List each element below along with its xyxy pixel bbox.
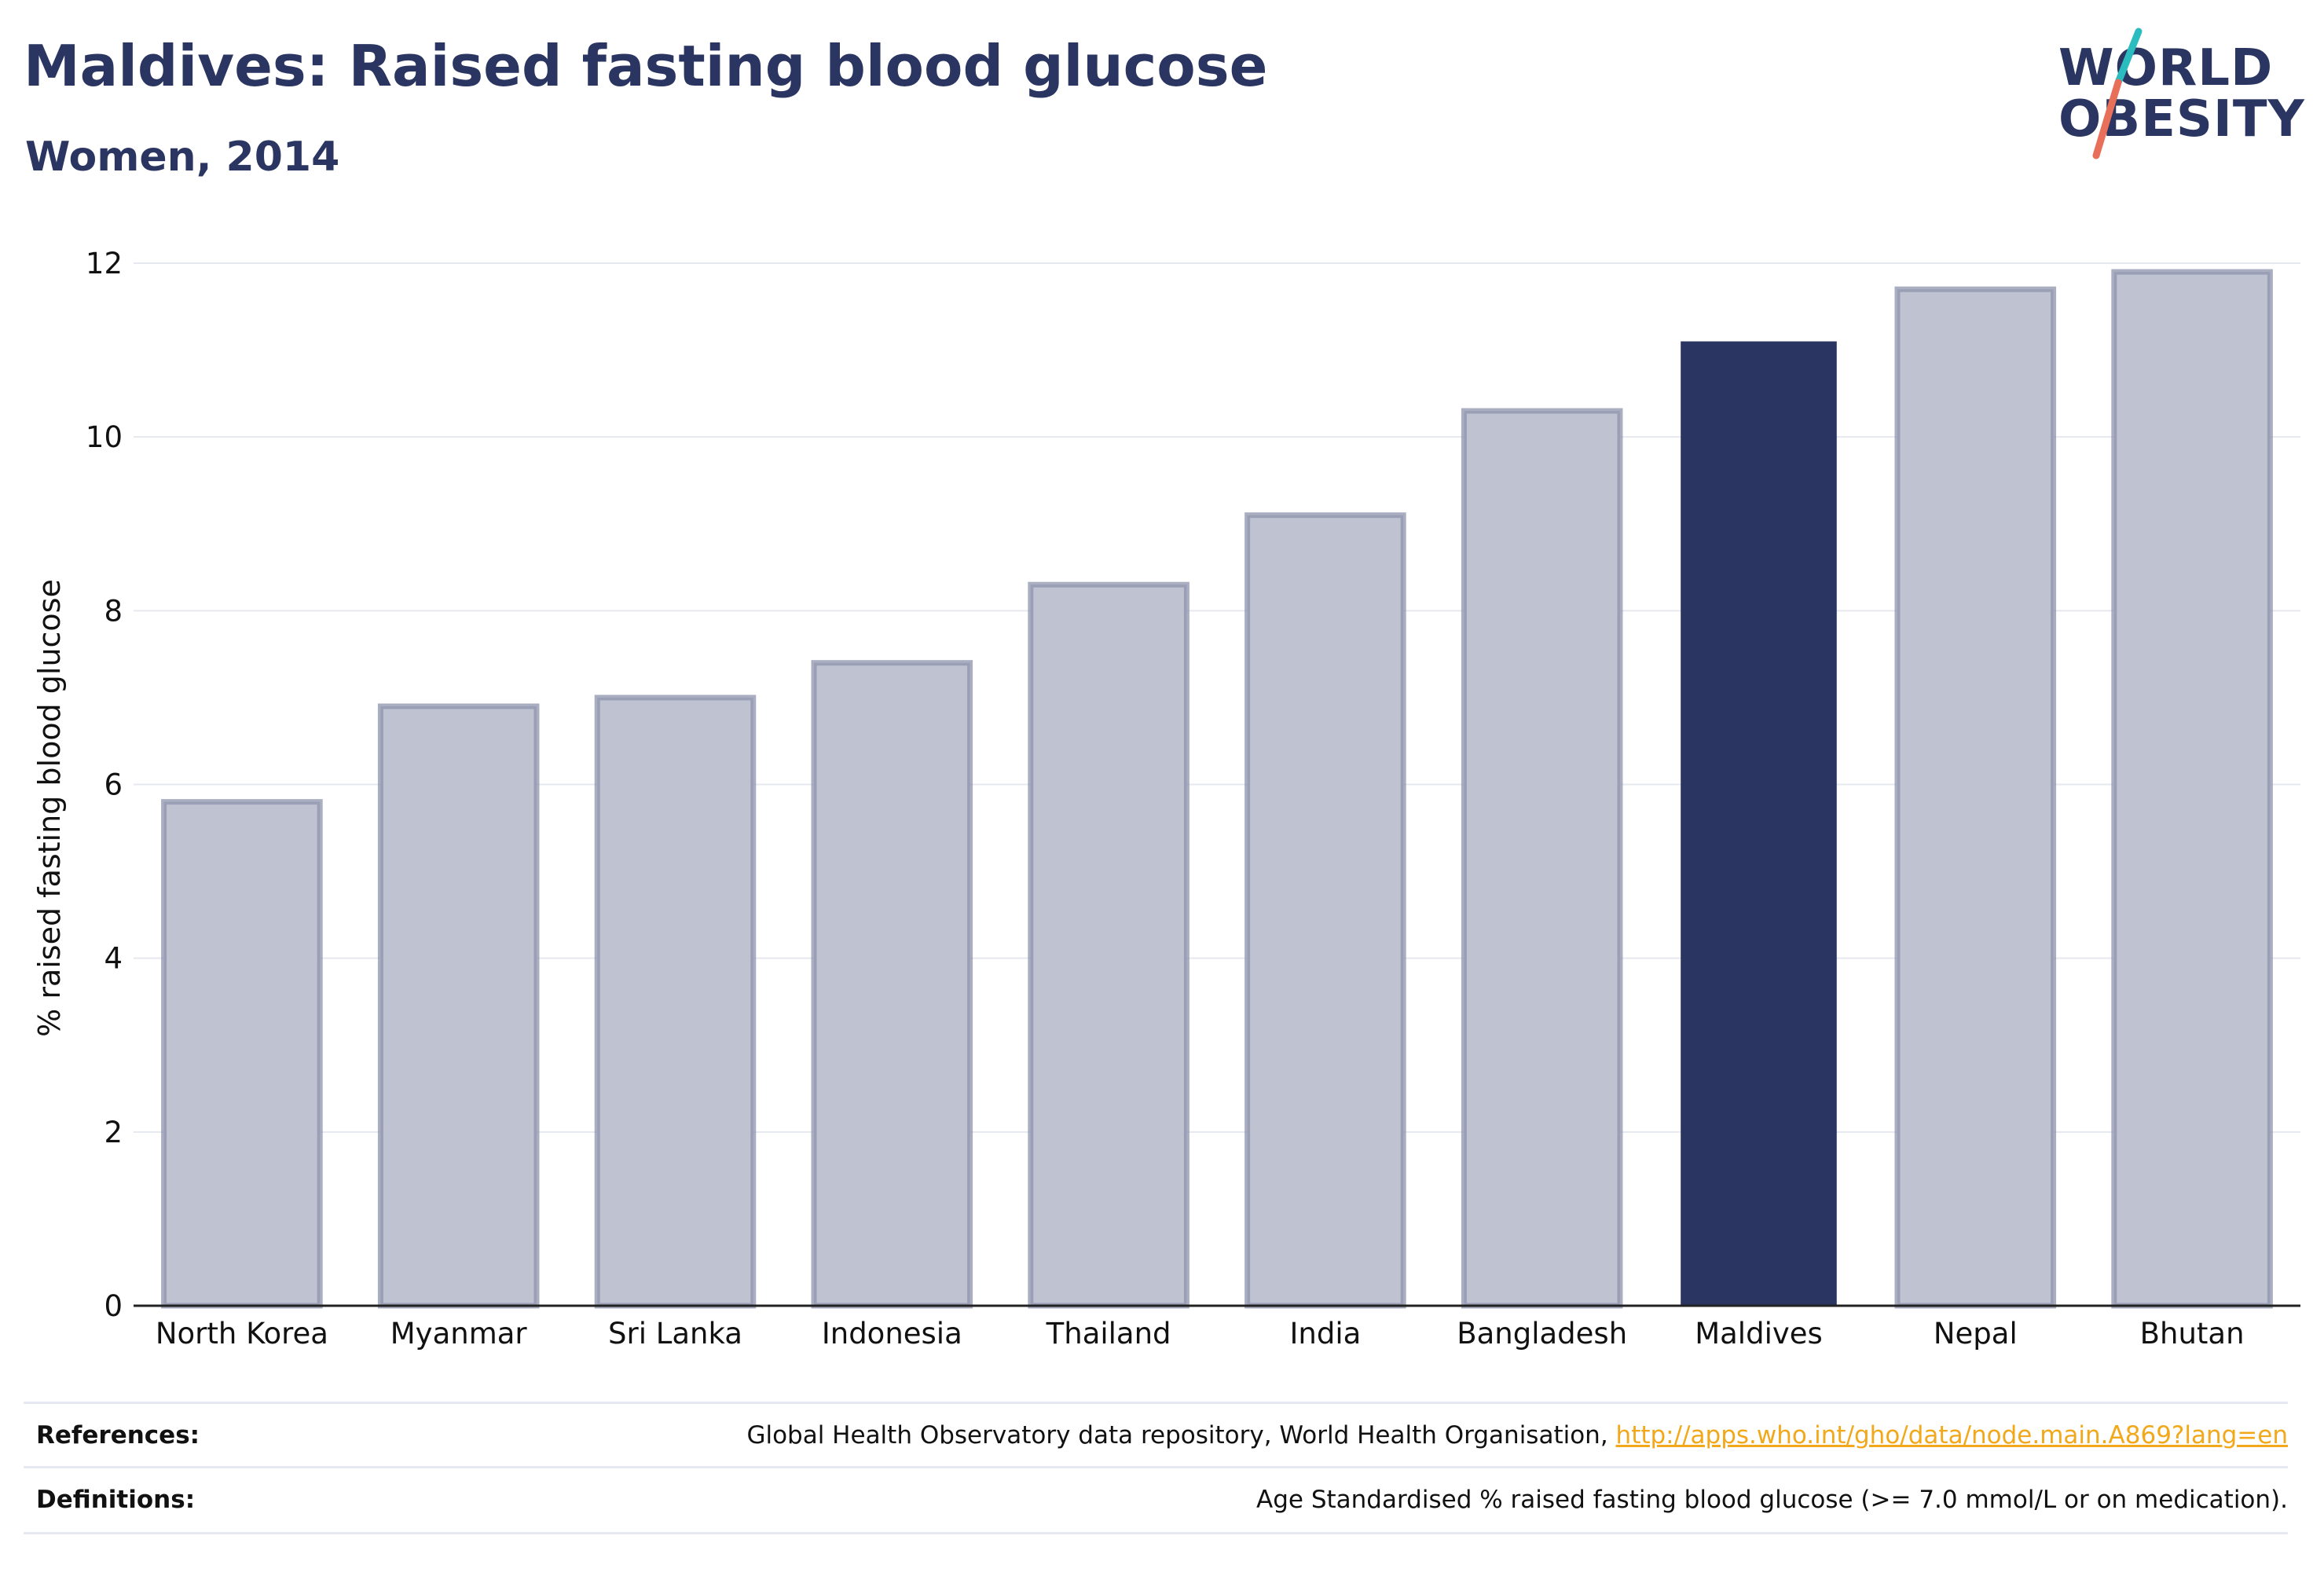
y-tick-label: 10 [86,420,123,454]
logo-slash-icon [2092,27,2143,159]
bar-sri-lanka[interactable] [594,695,757,1309]
y-tick-label: 8 [104,594,123,628]
y-axis-title: % raised fasting blood glucose [32,579,67,1037]
y-tick-label: 6 [104,768,123,802]
chart-subtitle: Women, 2014 [25,134,340,181]
x-tick-labels: North Korea Myanmar Sri Lanka Indonesia Thai… [156,1317,2245,1351]
bar-thailand[interactable] [1028,581,1189,1309]
bar-bhutan[interactable] [2111,269,2273,1309]
x-tick-label: Bangladesh [1457,1317,1627,1351]
references-row: References: Global Health Observatory da… [24,1402,2288,1467]
chart-title: Maldives: Raised fasting blood glucose [24,33,1268,99]
definitions-row: Definitions: Age Standardised % raised f… [24,1466,2288,1531]
references-source: Global Health Observatory data repositor… [746,1421,1616,1450]
y-tick-label: 4 [104,942,123,976]
x-tick-label: Myanmar [390,1317,528,1351]
bar-bangladesh[interactable] [1461,408,1623,1309]
bar-india[interactable] [1244,512,1406,1309]
x-tick-label: North Korea [156,1317,328,1351]
bar-myanmar[interactable] [377,703,540,1309]
bar-nepal[interactable] [1894,286,2057,1309]
bar-indonesia[interactable] [811,660,973,1309]
x-tick-label: Nepal [1934,1317,2018,1351]
definitions-text: Age Standardised % raised fasting blood … [1256,1486,2288,1514]
references-label: References: [36,1421,200,1450]
x-tick-label: Bhutan [2140,1317,2245,1351]
logo-text-world: WORLD [2058,39,2274,97]
y-tick-label: 0 [104,1289,123,1323]
y-tick-label: 12 [86,247,123,280]
bar-maldives[interactable] [1681,341,1837,1306]
references-link[interactable]: http://apps.who.int/gho/data/node.main.A… [1615,1421,2288,1450]
references-text: Global Health Observatory data repositor… [746,1421,2288,1450]
definitions-label: Definitions: [36,1486,196,1514]
bar-chart: 0 2 4 6 8 10 12 North Korea Myanmar Sri Lanka Ind… [32,247,2300,1351]
x-tick-label: Thailand [1046,1317,1171,1351]
world-obesity-logo[interactable]: WORLD OBESITY [2043,24,2304,165]
y-tick-labels: 0 2 4 6 8 10 12 [86,247,123,1323]
bars [161,269,2273,1309]
x-tick-label: India [1289,1317,1361,1351]
footer-divider [24,1532,2288,1534]
x-tick-label: Sri Lanka [608,1317,742,1351]
y-tick-label: 2 [104,1116,123,1149]
bar-north-korea[interactable] [161,799,323,1309]
x-tick-label: Indonesia [822,1317,962,1351]
x-tick-label: Maldives [1695,1317,1823,1351]
